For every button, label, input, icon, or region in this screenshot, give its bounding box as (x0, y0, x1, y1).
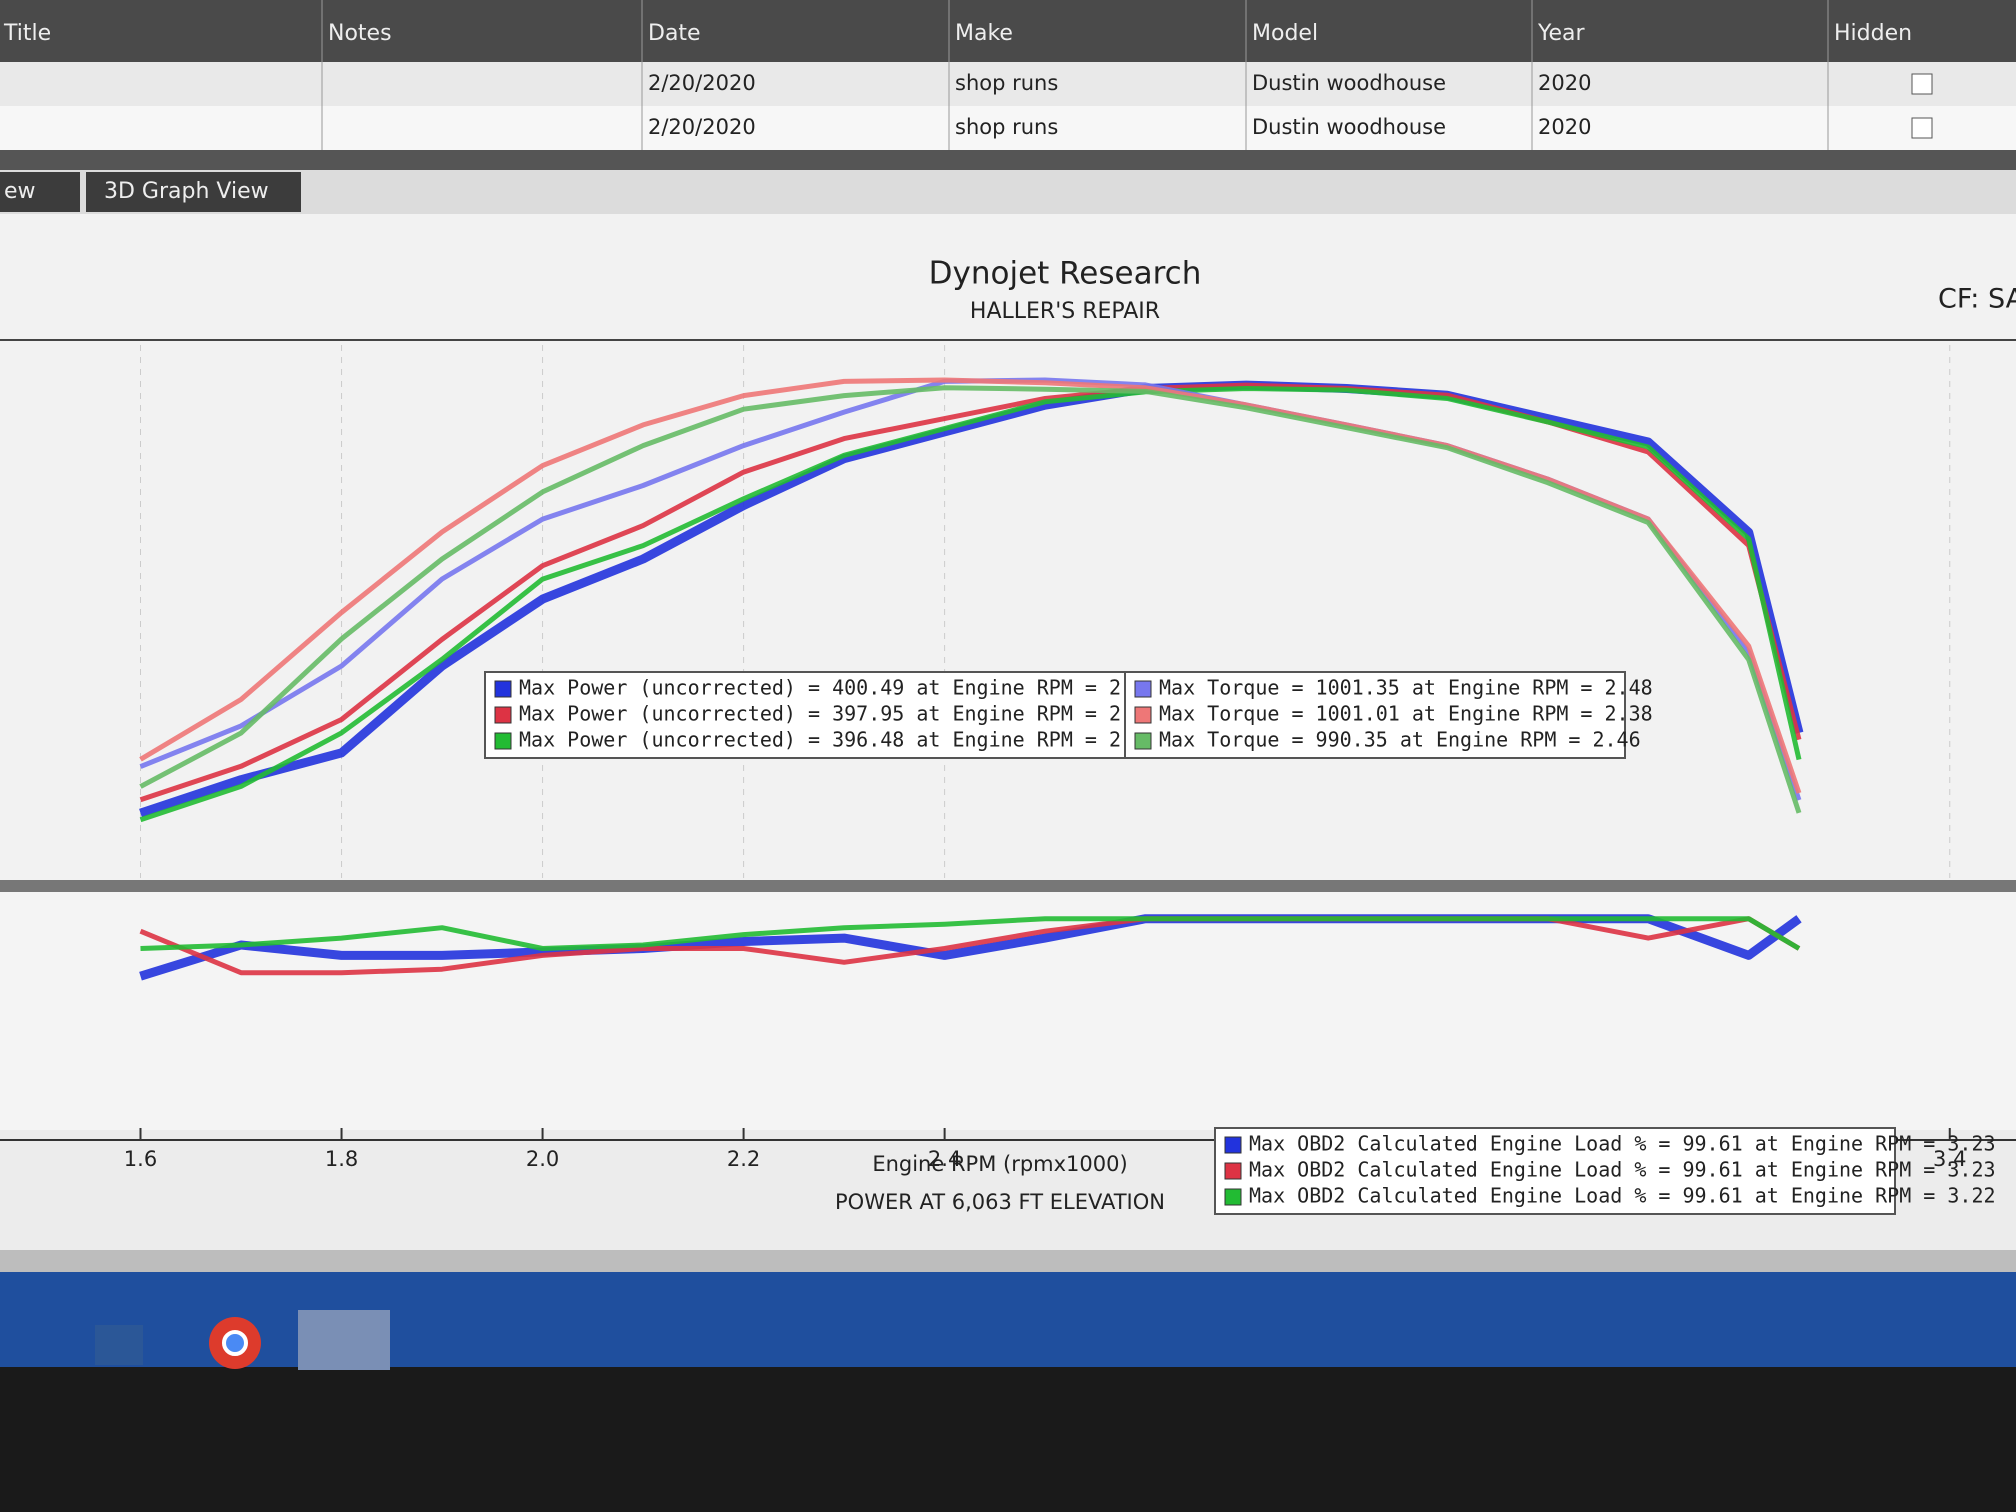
column-header: Model (1252, 21, 1318, 46)
legend-swatch (494, 706, 512, 724)
column-header: Notes (328, 21, 392, 46)
hidden-checkbox[interactable] (1911, 73, 1933, 95)
legend-swatch (1134, 732, 1152, 750)
legend-box (1214, 1127, 1896, 1215)
cell: 2/20/2020 (648, 71, 756, 95)
cell: shop runs (955, 71, 1058, 95)
legend-label: Max Torque = 990.35 at Engine RPM = 2.46 (1159, 728, 1641, 752)
tab[interactable] (86, 172, 301, 212)
legend-swatch (1224, 1136, 1242, 1154)
word-icon[interactable] (95, 1325, 143, 1365)
elevation-note: POWER AT 6,063 FT ELEVATION (835, 1190, 1165, 1214)
series-line (139, 385, 1802, 814)
cell: shop runs (955, 115, 1058, 139)
series-line (139, 916, 1801, 976)
splitter (0, 150, 2016, 170)
x-tick-label: 1.8 (325, 1147, 358, 1171)
cell: Dustin woodhouse (1252, 71, 1446, 95)
tab-label[interactable]: 3D Graph View (104, 179, 269, 204)
table-row (0, 106, 2016, 150)
taskbar-button[interactable] (298, 1310, 390, 1370)
x-tick-label: 2.0 (526, 1147, 559, 1171)
legend-swatch (1224, 1188, 1242, 1206)
chart-subtitle: HALLER'S REPAIR (970, 299, 1160, 324)
legend-label: Max OBD2 Calculated Engine Load % = 99.6… (1249, 1132, 1996, 1156)
browser-icon-center (222, 1330, 248, 1356)
legend-label: Max OBD2 Calculated Engine Load % = 99.6… (1249, 1184, 1996, 1208)
cell: 2020 (1538, 71, 1591, 95)
x-tick-label: 2.4 (928, 1147, 961, 1171)
legend-label: Max Power (uncorrected) = 396.48 at Engi… (519, 728, 1157, 752)
series-line (139, 377, 1802, 794)
legend-label: Max OBD2 Calculated Engine Load % = 99.6… (1249, 1158, 1996, 1182)
series-line (139, 380, 1804, 818)
cf-label: CF: SA (1938, 284, 2016, 315)
tab-label[interactable]: ew (4, 179, 36, 204)
legend-swatch (1224, 1162, 1242, 1180)
x-tick-label: 3.4 (1933, 1147, 1966, 1171)
chart-title: Dynojet Research (929, 256, 1202, 292)
graph-panel (0, 214, 2016, 884)
x-tick-label: 1.6 (124, 1147, 157, 1171)
series-line (139, 386, 1802, 823)
legend-box (484, 671, 1126, 759)
cell: Dustin woodhouse (1252, 115, 1446, 139)
column-header: Title (3, 21, 51, 46)
column-header: Make (955, 21, 1013, 46)
status-bar (0, 1250, 2016, 1272)
cell: 2/20/2020 (648, 115, 756, 139)
series-line (140, 916, 1801, 951)
legend-swatch (494, 732, 512, 750)
tab-bar (0, 170, 2016, 214)
legend-swatch (494, 680, 512, 698)
legend-swatch (1134, 680, 1152, 698)
tab[interactable] (0, 172, 80, 212)
hidden-checkbox[interactable] (1911, 117, 1933, 139)
column-header: Hidden (1834, 21, 1912, 46)
cell: 2020 (1538, 115, 1591, 139)
x-tick-label: 2.2 (727, 1147, 760, 1171)
legend-label: Max Power (uncorrected) = 397.95 at Engi… (519, 702, 1157, 726)
table-header (0, 0, 2016, 62)
column-header: Year (1537, 21, 1586, 46)
splitter (0, 880, 2016, 892)
legend-box (1124, 671, 1626, 759)
legend-swatch (1134, 706, 1152, 724)
legend-label: Max Torque = 1001.35 at Engine RPM = 2.4… (1159, 676, 1653, 700)
x-axis-label: Engine RPM (rpmx1000) (872, 1152, 1127, 1176)
table-row (0, 62, 2016, 106)
legend-label: Max Torque = 1001.01 at Engine RPM = 2.3… (1159, 702, 1653, 726)
column-header: Date (648, 21, 701, 46)
legend-label: Max Power (uncorrected) = 400.49 at Engi… (519, 676, 1157, 700)
